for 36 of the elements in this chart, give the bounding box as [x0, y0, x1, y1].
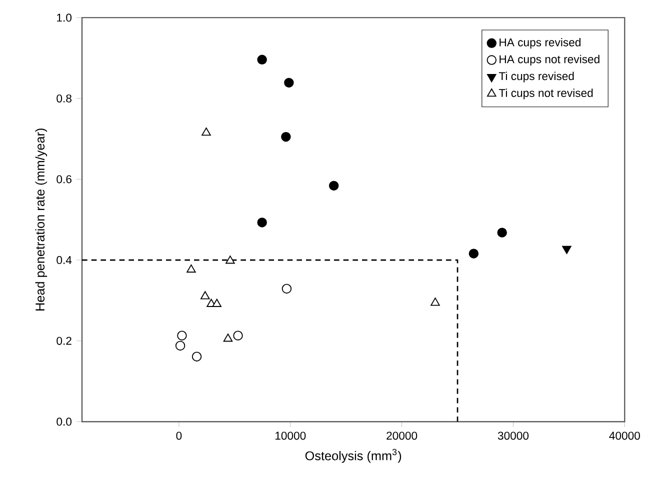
point	[226, 256, 235, 264]
legend-label: HA cups revised	[500, 38, 580, 49]
y-tick-label: 1.0	[57, 14, 72, 22]
legend-label: Ti cups not revised	[498, 88, 593, 100]
point	[200, 291, 210, 300]
point	[257, 218, 267, 228]
point	[212, 298, 222, 307]
point	[223, 334, 233, 342]
point	[328, 180, 339, 191]
point	[233, 330, 243, 340]
point	[175, 340, 186, 351]
x-tick-label: 10000	[275, 432, 306, 440]
point	[202, 128, 211, 136]
point	[281, 132, 291, 142]
x-tick-label: 40000	[609, 432, 640, 440]
x-axis-title: Osteolysis (mm$^{3}$)	[305, 448, 402, 463]
point	[192, 352, 202, 362]
point	[284, 78, 294, 88]
y-tick-label: 0.4	[56, 256, 72, 264]
x-tick-label: 20000	[386, 432, 418, 440]
y-tick-label: 0.8	[56, 94, 72, 102]
y-tick-label: 0.0	[56, 418, 72, 426]
legend-label: Ti cups revised	[498, 72, 574, 82]
point	[430, 298, 440, 306]
y-tick-label: 0.6	[56, 175, 72, 184]
x-tick-label: 30000	[498, 432, 529, 440]
point	[497, 228, 507, 238]
point	[186, 264, 196, 273]
x-tick-label: 0	[176, 432, 182, 440]
point	[177, 330, 187, 340]
point	[257, 54, 267, 65]
y-axis-title: Head penetration rate (mm/year)	[35, 128, 48, 310]
legend-label: HA cups not revised	[500, 54, 600, 66]
y-tick-label: 0.2	[56, 336, 72, 345]
point	[468, 248, 479, 258]
point	[282, 284, 292, 294]
